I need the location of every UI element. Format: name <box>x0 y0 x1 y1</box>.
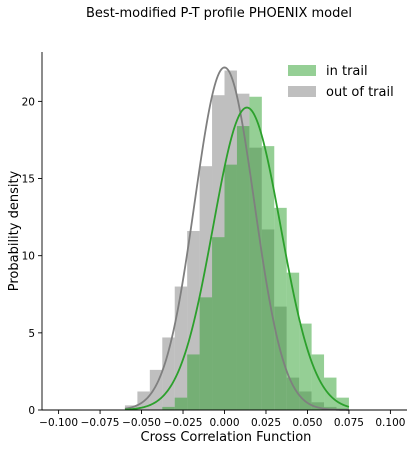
y-tick-label: 15 <box>22 174 35 186</box>
legend: in trail out of trail <box>288 64 394 100</box>
in-trail-bar <box>324 377 337 410</box>
y-axis-ticks: 0 5 10 15 20 <box>22 96 42 417</box>
in-trail-bar <box>299 323 312 410</box>
in-trail-bar <box>236 126 250 410</box>
legend-label-out-of-trail: out of trail <box>326 85 394 100</box>
y-tick-label: 0 <box>28 405 35 417</box>
x-tick-label: −0.100 <box>39 417 78 429</box>
y-axis-label: Probability density <box>7 170 22 291</box>
in-trail-bar <box>249 96 262 410</box>
x-tick-label: 0.025 <box>251 417 281 429</box>
in-trail-bar <box>187 354 200 410</box>
y-tick-label: 10 <box>22 251 35 263</box>
legend-swatch-in-trail <box>288 65 316 76</box>
x-tick-label: −0.025 <box>164 417 203 429</box>
out-of-trail-bar <box>162 337 175 410</box>
legend-swatch-out-of-trail <box>288 86 316 97</box>
in-trail-bar <box>224 164 237 410</box>
in-trail-bar <box>261 146 275 410</box>
x-tick-label: 0.050 <box>292 417 322 429</box>
x-tick-label: −0.075 <box>81 417 120 429</box>
in-trail-bar <box>311 354 325 410</box>
x-tick-label: 0.000 <box>209 417 239 429</box>
x-tick-label: −0.050 <box>122 417 161 429</box>
in-trail-bar <box>212 237 225 410</box>
x-axis-ticks: −0.100 −0.075 −0.050 −0.025 0.000 0.025 0.050 0… <box>39 410 405 429</box>
in-trail-bar <box>199 297 213 410</box>
in-trail-bar <box>274 207 287 410</box>
y-tick-label: 5 <box>28 328 35 340</box>
x-axis-label: Cross Correlation Function <box>141 430 312 445</box>
x-tick-label: 0.075 <box>334 417 364 429</box>
chart-title: Best-modified P-T profile PHOENIX model <box>86 6 352 21</box>
y-tick-label: 20 <box>22 96 35 108</box>
out-of-trail-fit-curve <box>124 66 349 411</box>
in-trail-bar <box>174 397 188 410</box>
in-trail-bar <box>162 406 175 410</box>
out-of-trail-bar <box>174 286 188 410</box>
x-tick-label: 0.100 <box>375 417 405 429</box>
legend-label-in-trail: in trail <box>326 64 368 79</box>
in-trail-fit-curve <box>124 106 350 411</box>
